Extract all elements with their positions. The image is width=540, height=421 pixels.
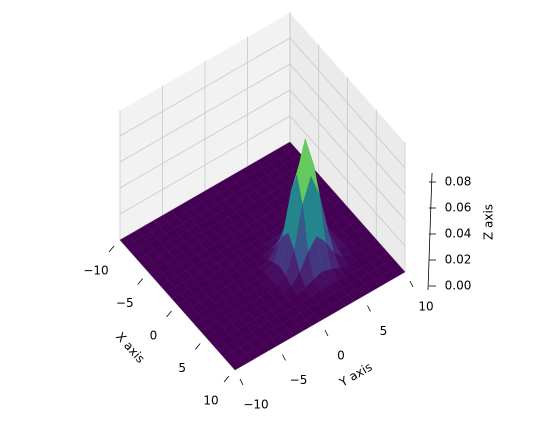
x-tick-label: 0 xyxy=(150,329,158,343)
y-tick xyxy=(367,305,371,312)
y-tick-label: −10 xyxy=(243,398,268,412)
x-tick xyxy=(137,278,144,285)
grid-line xyxy=(289,89,406,221)
z-tick-label: 0.08 xyxy=(445,175,472,189)
surface-cell xyxy=(228,358,244,371)
grid-line xyxy=(119,37,291,137)
z-tick-label: 0.04 xyxy=(445,227,472,241)
y-tick xyxy=(409,280,414,288)
grid-line xyxy=(289,37,406,169)
y-tick xyxy=(239,378,244,386)
grid-line xyxy=(289,115,406,247)
z-tick-label: 0.02 xyxy=(445,253,472,267)
x-tick-label: −5 xyxy=(116,296,134,310)
y-tick-label: −5 xyxy=(290,373,308,387)
x-tick-label: 5 xyxy=(178,361,186,375)
z-tick-label: 0.00 xyxy=(445,279,472,293)
grid-line xyxy=(289,63,406,195)
y-tick-label: 5 xyxy=(380,324,388,338)
z-tick-label: 0.06 xyxy=(445,201,472,215)
x-axis-label: X axis xyxy=(113,330,148,366)
x-tick xyxy=(166,310,172,318)
x-tick xyxy=(223,375,230,383)
grid-line xyxy=(119,89,291,189)
z-axis-line xyxy=(427,172,433,291)
y-tick-label: 10 xyxy=(418,300,433,314)
y-tick xyxy=(324,329,329,337)
grid-line xyxy=(119,115,291,215)
z-axis-label: Z axis xyxy=(482,204,496,240)
y-tick-label: 0 xyxy=(337,349,345,363)
x-tick-label: 10 xyxy=(203,394,218,408)
x-tick-label: −10 xyxy=(83,264,108,278)
y-axis-label: Y axis xyxy=(336,360,374,390)
grid-line xyxy=(119,63,291,163)
x-tick xyxy=(108,245,115,253)
y-tick xyxy=(282,354,286,361)
x-tick xyxy=(194,343,201,350)
